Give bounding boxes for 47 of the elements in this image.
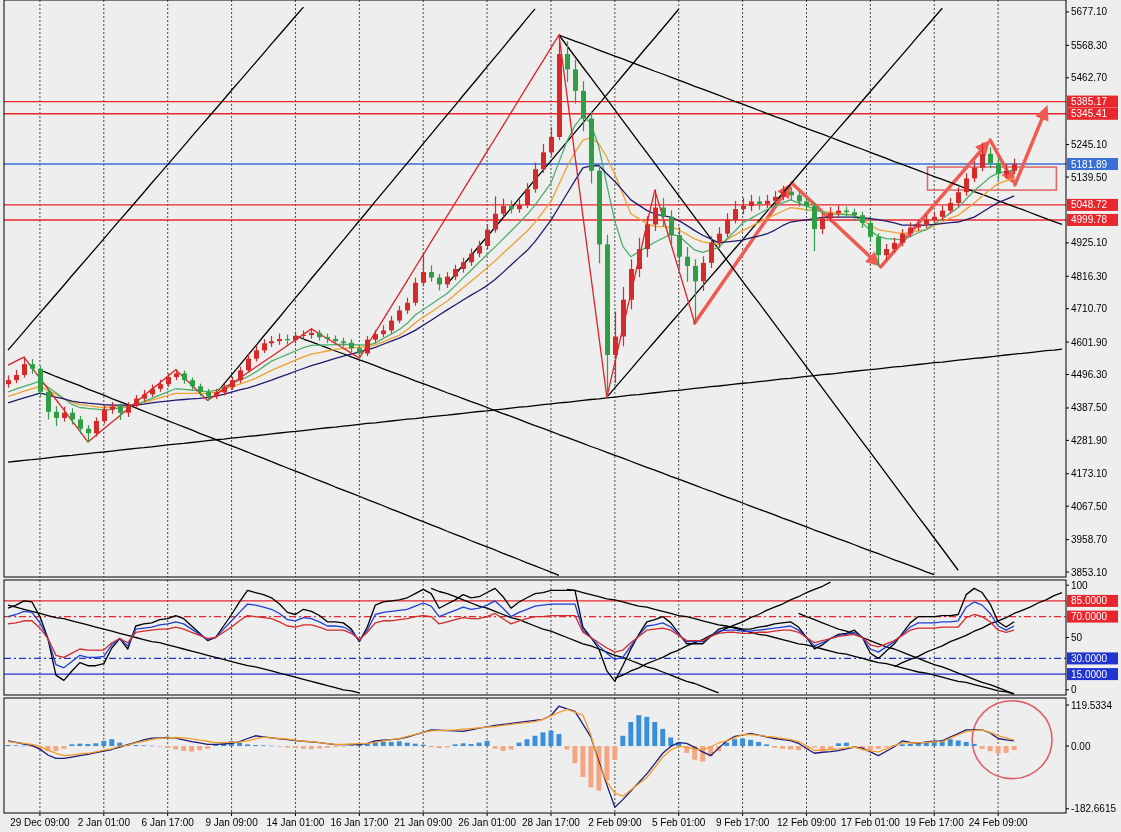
x-tick-label: 16 Jan 17:00 — [330, 817, 389, 828]
y-tick-label: 3958.70 — [1071, 534, 1108, 546]
y-tick-label: 5139.50 — [1071, 171, 1108, 183]
y-tick-label: 5677.10 — [1071, 6, 1108, 18]
x-tick-label: 28 Jan 17:00 — [522, 817, 581, 828]
ref-line-label: 85.0000 — [1071, 595, 1108, 607]
y-tick-label: 4925.10 — [1071, 237, 1108, 249]
x-tick-label: 6 Jan 17:00 — [141, 817, 195, 828]
y-tick-label: 0 — [1071, 684, 1077, 696]
y-tick-label: 5245.10 — [1071, 139, 1108, 151]
x-tick-label: 12 Feb 09:00 — [777, 817, 837, 828]
y-tick-label: 5462.70 — [1071, 72, 1108, 84]
y-tick-label: 0.00 — [1071, 740, 1091, 752]
y-tick-label: 4387.50 — [1071, 402, 1108, 414]
ref-line-label: 5048.72 — [1071, 199, 1108, 211]
ref-line-label: 30.0000 — [1071, 652, 1108, 664]
x-tick-label: 29 Dec 09:00 — [10, 817, 71, 828]
y-tick-label: 4067.50 — [1071, 500, 1108, 512]
y-tick-label: 4281.90 — [1071, 434, 1108, 446]
x-tick-label: 26 Jan 01:00 — [458, 817, 517, 828]
y-tick-label: 3853.10 — [1071, 566, 1108, 578]
y-tick-label: 5568.30 — [1071, 39, 1108, 51]
x-tick-label: 17 Feb 01:00 — [840, 817, 901, 828]
y-tick-label: 4173.10 — [1071, 468, 1108, 480]
x-tick-label: 14 Jan 01:00 — [266, 817, 325, 828]
x-tick-label: 9 Jan 09:00 — [205, 817, 259, 828]
y-tick-label: -182.6615 — [1071, 803, 1117, 815]
ref-line-label: 5181.89 — [1071, 158, 1108, 170]
ref-line-label: 4999.78 — [1071, 214, 1108, 226]
ref-line-label: 5385.17 — [1071, 96, 1108, 108]
ref-line-label: 15.0000 — [1071, 668, 1108, 680]
y-tick-label: 4496.30 — [1071, 369, 1108, 381]
y-tick-label: 4601.90 — [1071, 336, 1108, 348]
x-tick-label: 9 Feb 17:00 — [715, 817, 770, 828]
x-tick-label: 19 Feb 17:00 — [904, 817, 965, 828]
x-tick-label: 2 Feb 09:00 — [588, 817, 642, 828]
y-tick-label: 119.5334 — [1071, 699, 1113, 711]
x-tick-label: 2 Jan 01:00 — [77, 817, 131, 828]
y-tick-label: 4816.30 — [1071, 270, 1108, 282]
x-tick-label: 21 Jan 09:00 — [394, 817, 453, 828]
x-tick-label: 24 Feb 09:00 — [968, 817, 1029, 828]
y-tick-label: 100 — [1071, 579, 1089, 591]
y-tick-label: 50 — [1071, 632, 1083, 643]
y-tick-label: 4710.70 — [1071, 303, 1108, 315]
ref-line-label: 70.0000 — [1071, 611, 1108, 623]
x-tick-label: 5 Feb 01:00 — [652, 817, 706, 828]
ref-line-label: 5345.41 — [1071, 108, 1108, 120]
